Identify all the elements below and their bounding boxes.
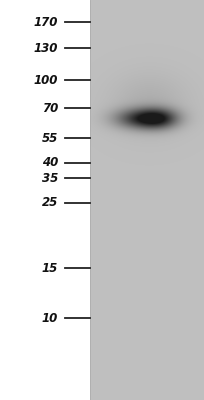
Text: 10: 10 bbox=[42, 312, 58, 324]
Text: 55: 55 bbox=[42, 132, 58, 144]
Text: 40: 40 bbox=[42, 156, 58, 170]
Text: 170: 170 bbox=[34, 16, 58, 28]
Text: 70: 70 bbox=[42, 102, 58, 114]
Text: 15: 15 bbox=[42, 262, 58, 274]
Text: 35: 35 bbox=[42, 172, 58, 184]
Bar bbox=[0, 0, 90, 400]
Text: 100: 100 bbox=[34, 74, 58, 86]
Text: 25: 25 bbox=[42, 196, 58, 210]
Text: 130: 130 bbox=[34, 42, 58, 54]
